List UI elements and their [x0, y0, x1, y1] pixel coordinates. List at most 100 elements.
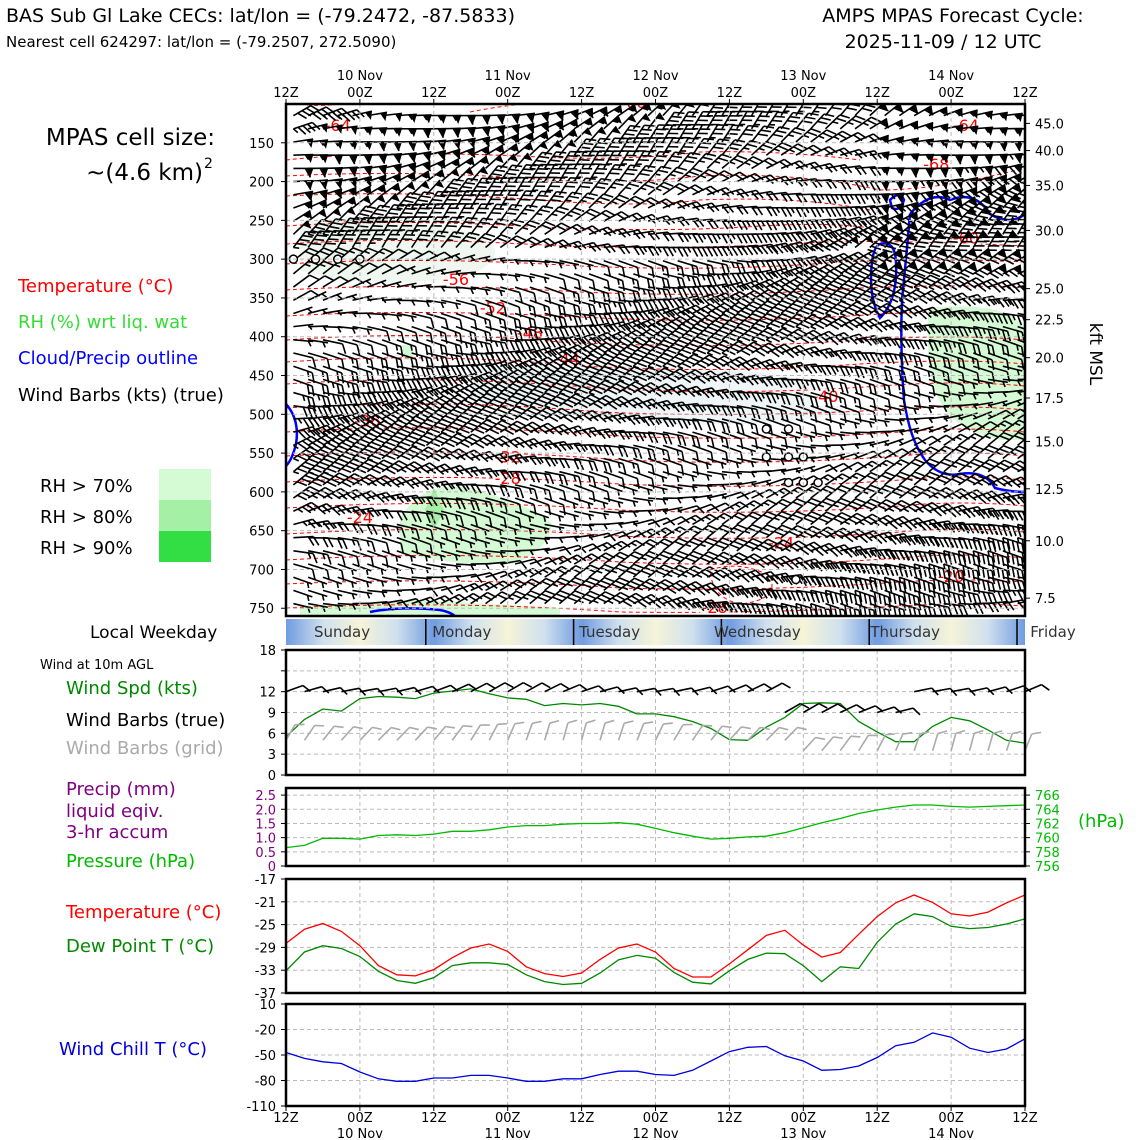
wind-barb [662, 216, 690, 227]
barb-flag [839, 114, 850, 119]
barb-flag [688, 137, 699, 140]
barb-flag [628, 137, 640, 140]
barb-flag [555, 112, 564, 122]
legend-rh70-swatch [159, 469, 211, 500]
barb-staff [573, 192, 589, 209]
barb-pennant [671, 104, 681, 109]
barb-pennant [525, 142, 534, 151]
barb-half [894, 122, 901, 128]
barb-flag [297, 112, 307, 120]
wind-barb [825, 130, 852, 143]
wind-barb [691, 152, 717, 169]
barb-half [378, 127, 384, 134]
barb-half [574, 154, 581, 157]
barb-pennant [335, 125, 343, 134]
barb-half [524, 146, 531, 151]
barb-flag [721, 153, 732, 159]
barb-flag [482, 115, 489, 125]
wind-barb [573, 225, 602, 236]
barb-flag [760, 129, 772, 133]
barb-flag [588, 314, 594, 325]
barb-flag [884, 353, 890, 364]
barb-flag [839, 165, 848, 175]
barb-flag [422, 128, 430, 139]
wind-barb [500, 113, 521, 124]
barb-half [709, 136, 716, 139]
barb-flag [685, 128, 696, 130]
wind-barb [573, 127, 593, 143]
barb-half [292, 128, 299, 134]
barb-flag [869, 352, 876, 363]
barb-pennant [439, 115, 447, 124]
barb-flag [378, 166, 387, 176]
wind-barb [854, 116, 881, 130]
barb-pennant [927, 154, 935, 164]
barb-half [452, 115, 457, 122]
barb-pennant [611, 126, 621, 134]
barb-half [656, 106, 663, 110]
barb-pennant [350, 155, 358, 164]
wind-barb [706, 138, 730, 156]
barb-flag [581, 154, 593, 157]
barb-flag [790, 220, 798, 231]
barb-flag [760, 233, 768, 244]
barb-staff [499, 133, 520, 143]
barb-pennant [306, 154, 314, 163]
barb-flag [599, 109, 609, 118]
barb-half [436, 162, 443, 168]
barb-flag [671, 155, 683, 159]
barb-flag [748, 124, 759, 128]
barb-flag [786, 119, 798, 123]
barb-half [465, 161, 472, 166]
wind-barb [736, 172, 764, 183]
wind-barb [543, 151, 567, 170]
barb-staff [825, 147, 845, 156]
barb-pennant [986, 154, 994, 164]
barb-flag [737, 154, 748, 161]
barb-flag [861, 107, 873, 112]
barb-pennant [685, 104, 695, 108]
wind-barb [839, 115, 866, 130]
barb-staff [810, 104, 823, 117]
barb-flag [719, 138, 730, 142]
barb-half [789, 148, 796, 153]
barb-flag [593, 315, 599, 326]
barb-flag [702, 110, 714, 113]
wind-barb [1017, 113, 1033, 120]
barb-flag [771, 119, 783, 123]
barb-pennant [912, 153, 920, 163]
barb-flag [717, 124, 728, 127]
barb-staff [795, 112, 810, 130]
barb-half [1030, 115, 1033, 120]
barb-staff [677, 152, 691, 169]
barb-half [940, 140, 945, 147]
barb-flag [711, 275, 718, 286]
barb-pennant [583, 127, 593, 137]
barb-staff [825, 164, 846, 170]
barb-flag [762, 111, 773, 114]
barb-staff [825, 130, 843, 143]
barb-half [621, 163, 627, 165]
barb-half [954, 126, 960, 132]
barb-staff [913, 121, 934, 130]
barb-flag [677, 247, 684, 257]
barb-flag [297, 126, 307, 135]
barb-pennant [468, 127, 476, 137]
barb-flag [756, 119, 768, 122]
barb-flag [716, 246, 724, 257]
barb-half [495, 148, 502, 153]
wind-barb [574, 241, 602, 252]
barb-pennant [380, 154, 388, 163]
temperature-label-bg [950, 230, 981, 248]
barb-flag [768, 110, 780, 113]
forecast-cycle-label: AMPS MPAS Forecast Cycle: [822, 5, 1083, 27]
barb-pennant [1030, 163, 1039, 173]
barb-pennant [613, 115, 623, 124]
barb-pennant [567, 139, 577, 148]
wind-barb [780, 111, 804, 130]
barb-flag [567, 154, 578, 158]
barb-staff [322, 107, 342, 117]
barb-flag [752, 156, 763, 162]
barb-half [665, 150, 672, 152]
barb-pennant [894, 104, 904, 112]
